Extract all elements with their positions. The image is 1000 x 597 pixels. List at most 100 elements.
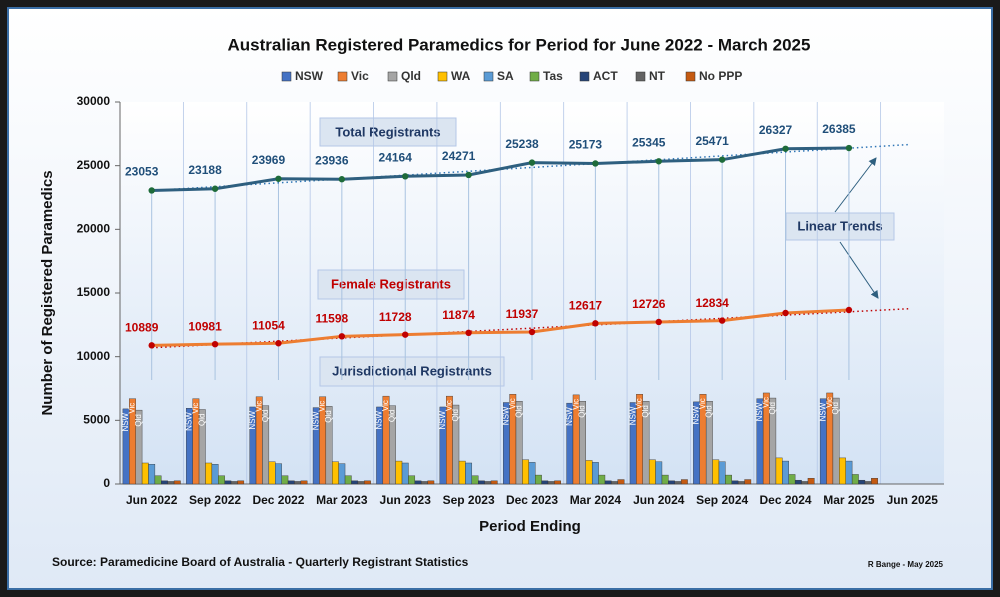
bar-label: Vic [254,401,263,412]
line [151,308,849,347]
marker [275,175,282,182]
marker [592,320,599,327]
bar [705,401,713,485]
bar [547,481,555,485]
y-tick-label: 5000 [83,413,110,427]
bar [281,475,289,485]
bar [294,481,302,485]
bar-label: NSW [502,406,511,425]
bar [579,401,586,485]
bar [484,481,492,485]
bar [871,478,878,485]
bar [148,464,156,485]
bar [198,409,206,485]
bar-label: NSW [438,411,447,430]
marker [845,306,853,314]
bar [858,479,866,485]
legend-label: Qld [401,69,421,83]
x-tick-label: Sep 2024 [696,493,748,507]
bar [775,457,783,485]
bar-label: Qld [134,414,143,426]
bar [674,481,682,485]
data-label: 25345 [632,135,666,149]
bar [427,480,435,485]
x-axis-title: Period Ending [479,518,581,535]
data-label: 24271 [442,149,476,163]
annotation: Female Registrants [331,276,451,291]
bar [541,480,549,485]
x-tick-label: Jun 2024 [633,493,685,507]
bar [851,474,859,485]
legend-swatch [685,71,696,82]
data-label: 23969 [252,153,286,167]
bar [332,461,339,485]
x-tick-label: Jun 2022 [126,493,178,507]
bar-label: Qld [261,410,270,422]
bar-label: Vic [381,400,390,411]
data-label: 25238 [505,137,539,151]
bar [744,479,752,485]
bar [408,475,416,485]
bar [807,478,815,485]
bar [211,464,219,485]
bar [668,480,675,485]
legend-swatch [529,71,540,82]
bar [167,481,175,485]
x-tick-label: Mar 2025 [823,493,875,507]
marker [782,309,789,317]
data-label: 23188 [188,163,222,177]
marker [402,331,409,338]
marker [465,329,472,337]
bar [522,459,530,485]
bar-label: NSW [311,411,320,430]
bar-label: Qld [197,414,206,426]
marker [338,176,346,183]
marker [211,340,219,348]
y-tick-label: 25000 [77,158,111,172]
data-label: 11874 [442,308,475,322]
bar [173,480,181,485]
x-tick-label: Jun 2025 [887,493,939,507]
bar-label: NSW [755,402,764,421]
bar [325,406,333,485]
annotation: Linear Trends [797,218,882,233]
marker [528,328,536,336]
trend-line [151,143,910,192]
data-label: 26327 [759,123,793,137]
data-label: 11598 [315,311,348,325]
bar [401,462,409,485]
data-label: 25471 [695,134,729,148]
bar [218,475,225,485]
x-tick-label: Dec 2022 [252,493,304,507]
bar [617,479,625,485]
x-tick-label: Dec 2023 [506,493,558,507]
bar-label: Vic [635,398,644,409]
bar [452,404,460,485]
credit: R Bange - May 2025 [868,560,944,569]
bar [465,462,473,485]
bar [769,397,777,485]
bar [262,405,270,485]
bar [598,474,606,485]
marker [718,317,726,324]
bar-label: Qld [451,409,460,421]
bar [611,481,618,485]
bar [591,462,599,485]
legend-label: ACT [593,69,618,83]
marker [275,340,282,347]
legend-swatch [635,71,646,82]
legend-swatch [483,71,494,82]
data-label: 11054 [252,318,285,332]
legend-swatch [387,71,398,82]
bar [161,480,168,485]
bar-label: NSW [565,407,574,426]
x-tick-label: Mar 2024 [570,493,622,507]
y-tick-label: 0 [103,476,110,490]
bar [648,459,656,485]
bar-label: Vic [761,397,770,408]
bar [395,460,403,485]
bar [864,481,872,485]
bar [737,481,745,485]
bar [458,460,466,485]
legend-label: WA [451,69,471,83]
